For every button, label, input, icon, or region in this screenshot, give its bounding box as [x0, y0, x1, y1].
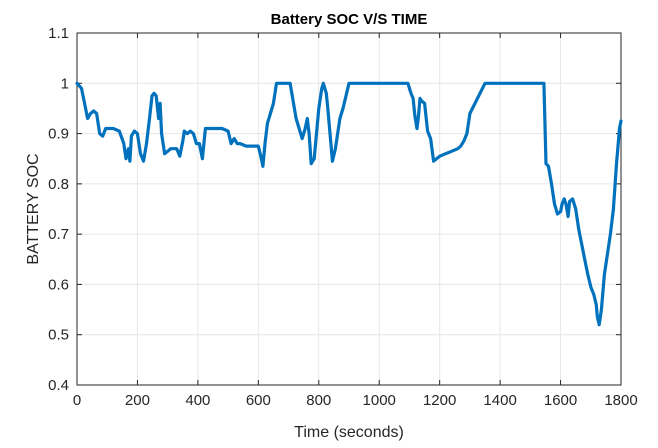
tick-labels: 0 200 400 600 800 1000 1200 1400 1600 1800 0.4 0.5 0… [48, 25, 638, 409]
x-tick-label: 1200 [423, 392, 456, 409]
y-axis-label: BATTERY SOC [25, 153, 42, 264]
y-tick-label: 0.8 [48, 176, 69, 193]
x-tick-label: 0 [73, 392, 81, 409]
x-tick-label: 600 [246, 392, 271, 409]
x-tick-label: 1600 [544, 392, 577, 409]
y-tick-label: 1 [61, 75, 69, 92]
series-line [75, 81, 623, 327]
y-tick-label: 0.4 [48, 377, 69, 394]
y-tick-label: 0.7 [48, 226, 69, 243]
plot-frame [76, 32, 622, 386]
x-tick-label: 1400 [483, 392, 516, 409]
x-tick-label: 200 [125, 392, 150, 409]
x-tick-label: 1800 [604, 392, 637, 409]
x-tick-label: 400 [185, 392, 210, 409]
x-axis-label: Time (seconds) [294, 424, 404, 441]
plot-background [77, 33, 621, 385]
x-tick-label: 800 [306, 392, 331, 409]
chart-title: Battery SOC V/S TIME [271, 11, 428, 28]
y-tick-label: 0.6 [48, 276, 69, 293]
x-tick-label: 1000 [363, 392, 396, 409]
y-tick-label: 0.9 [48, 126, 69, 143]
y-tick-label: 0.5 [48, 327, 69, 344]
y-tick-label: 1.1 [48, 25, 69, 42]
